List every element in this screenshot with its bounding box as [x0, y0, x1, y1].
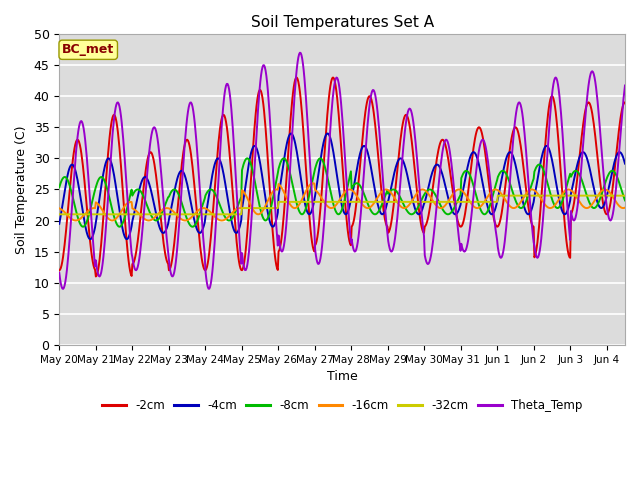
Text: BC_met: BC_met — [62, 43, 115, 56]
Title: Soil Temperatures Set A: Soil Temperatures Set A — [251, 15, 434, 30]
Y-axis label: Soil Temperature (C): Soil Temperature (C) — [15, 125, 28, 253]
Legend: -2cm, -4cm, -8cm, -16cm, -32cm, Theta_Temp: -2cm, -4cm, -8cm, -16cm, -32cm, Theta_Te… — [97, 394, 587, 417]
X-axis label: Time: Time — [327, 370, 358, 383]
